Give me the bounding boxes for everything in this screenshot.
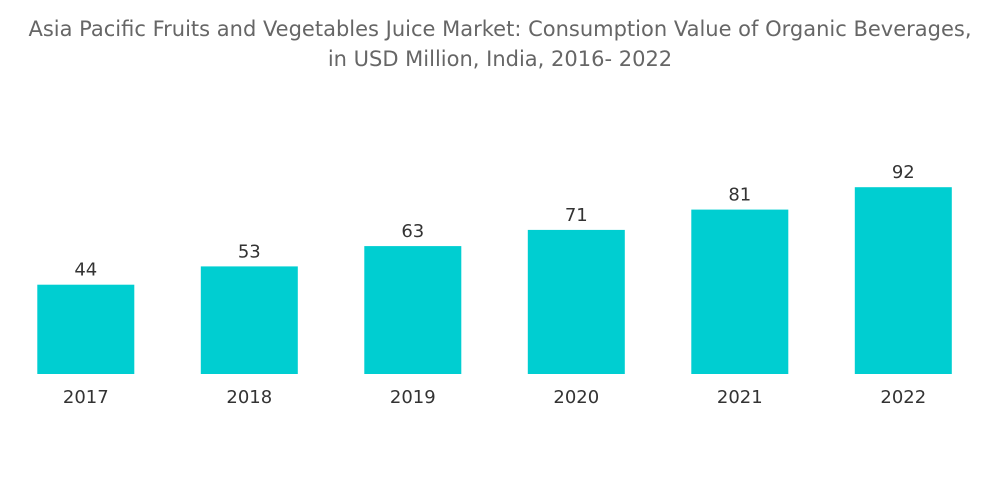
data-label-2020: 71: [565, 205, 588, 226]
x-tick-label-2017: 2017: [63, 387, 109, 408]
data-label-2021: 81: [728, 185, 751, 206]
bar-2017: [37, 284, 135, 374]
x-tick-label-2021: 2021: [717, 387, 763, 408]
x-tick-label-2018: 2018: [226, 387, 272, 408]
chart-title: Asia Pacific Fruits and Vegetables Juice…: [0, 14, 1000, 74]
bar-2021: [691, 209, 789, 374]
data-label-2022: 92: [892, 162, 915, 183]
data-label-2017: 44: [74, 260, 97, 281]
bar-2019: [364, 246, 462, 374]
bar-2022: [854, 187, 952, 374]
chart-title-line-1: Asia Pacific Fruits and Vegetables Juice…: [28, 17, 972, 41]
data-label-2019: 63: [401, 221, 424, 242]
x-tick-label-2022: 2022: [880, 387, 926, 408]
x-tick-label-2019: 2019: [390, 387, 436, 408]
chart-title-line-2: in USD Million, India, 2016- 2022: [327, 47, 673, 71]
bar-2018: [200, 266, 298, 374]
x-tick-label-2020: 2020: [553, 387, 599, 408]
data-label-2018: 53: [238, 241, 261, 262]
bar-2020: [527, 229, 625, 374]
